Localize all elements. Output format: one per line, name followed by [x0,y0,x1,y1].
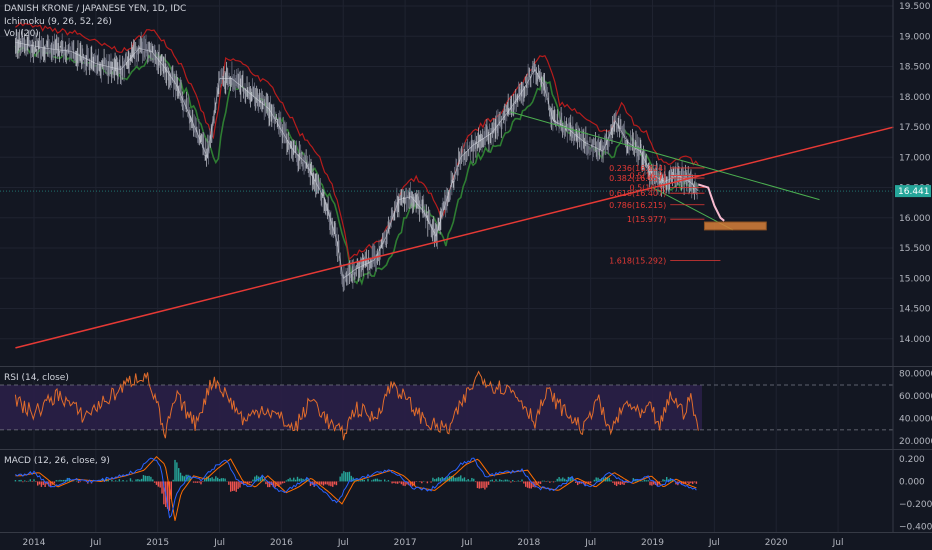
price-tick-label: 19.500 [899,2,931,12]
price-tick-label: 14.500 [899,305,931,315]
time-tick-label: Jul [89,538,101,548]
price-tick-label: 17.500 [899,123,931,133]
price-tick-label: 14.000 [899,335,931,345]
time-tick-label: 2016 [270,538,293,548]
price-line [15,41,699,279]
support-trendline[interactable] [15,126,894,349]
last-price-tag [895,185,931,198]
rsi-legend[interactable]: RSI (14, close) [4,373,69,383]
time-tick-label: Jul [461,538,473,548]
price-tick-label: 16.000 [899,214,931,224]
rsi-band [0,384,702,430]
fib-level-label: 0.382(16.657) [609,174,666,183]
time-tick-label: 2020 [765,538,788,548]
macd-legend[interactable]: MACD (12, 26, close, 9) [4,456,110,466]
target-zone-box[interactable] [703,221,767,231]
macd-tick-label: −0.400 [899,522,932,532]
time-tick-label: Jul [213,538,225,548]
fib-level-label: 0.5(16.7) [629,171,666,180]
price-tick-label: 18.500 [899,63,931,73]
rsi-line [14,370,699,441]
rsi-panel[interactable] [0,370,893,441]
price-tick-label: 15.000 [899,274,931,284]
fib-level-label: 0.236(16.824) [609,164,666,173]
ichimoku-legend[interactable]: Ichimoku (9, 26, 52, 26) [4,17,112,27]
fib-level-label: 1.618(15.292) [609,257,666,266]
fib-level-label: 1(15.977) [627,215,666,224]
time-tick-label: Jul [337,538,349,548]
time-tick-label: 2018 [517,538,540,548]
fib-level-label: 0.786(16.215) [609,201,666,210]
time-tick-label: 2014 [23,538,46,548]
time-tick-label: 2019 [641,538,664,548]
volume-legend[interactable]: Vol (20) [4,29,39,39]
macd-tick-label: −0.200 [899,500,932,510]
grid [0,0,893,532]
fib-level-label: 0.5(16.5) [629,184,666,193]
time-tick-label: Jul [832,538,844,548]
price-tick-label: 15.500 [899,244,931,254]
fib-level-label: 0.618(16.407) [609,189,666,198]
price-tick-label: 18.000 [899,93,931,103]
ichimoku-base-line [15,21,699,261]
time-tick-label: 2017 [394,538,417,548]
price-tick-label: 17.000 [899,153,931,163]
price-tick-label: 19.000 [899,32,931,42]
time-tick-label: 2015 [146,538,169,548]
macd-tick-label: 0.200 [899,455,925,465]
time-tick-label: Jul [584,538,596,548]
macd-line [15,457,697,519]
chart-title: DANISH KRONE / JAPANESE YEN, 1D, IDC [4,4,187,14]
projection-path [698,183,725,222]
last-price-label: 16.441 [898,187,930,197]
macd-tick-label: 0.000 [899,477,925,487]
price-panel[interactable]: 0.5(16.7)0.236(16.824)0.382(16.657)0.5(1… [0,21,894,349]
macd-panel[interactable] [14,455,698,521]
channel-upper-line[interactable] [510,111,820,201]
time-tick-label: Jul [708,538,720,548]
